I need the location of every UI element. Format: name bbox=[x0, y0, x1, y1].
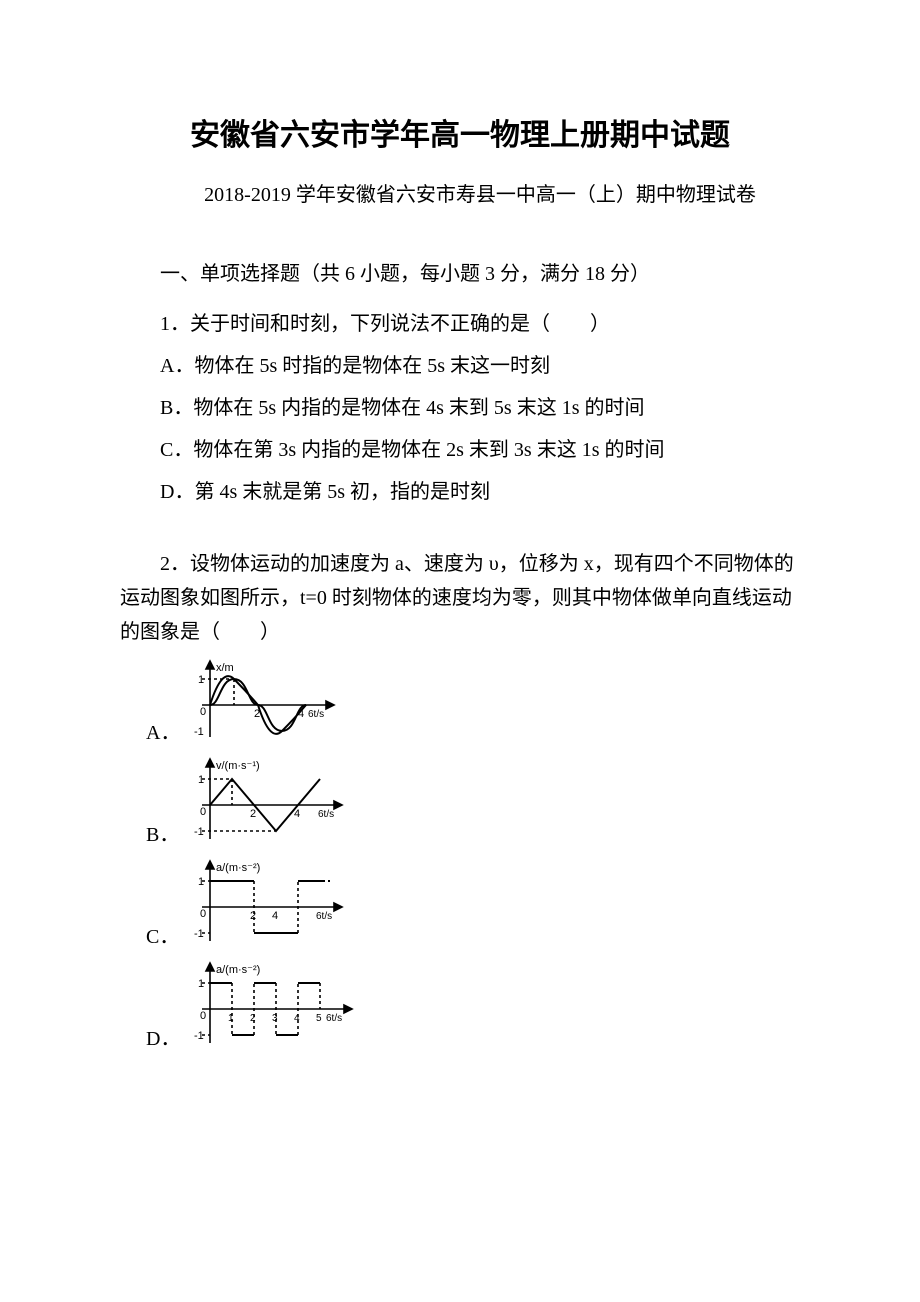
section-header: 一、单项选择题（共 6 小题，每小题 3 分，满分 18 分） bbox=[120, 255, 800, 293]
chart-c-ylabel: a/(m·s⁻²) bbox=[216, 862, 260, 874]
svg-text:4: 4 bbox=[298, 708, 304, 720]
chart-d: a/(m·s⁻²) 1 0 -1 1 2 3 4 5 6t/s bbox=[180, 961, 360, 1057]
svg-text:2: 2 bbox=[250, 808, 256, 820]
q1-option-c: C．物体在第 3s 内指的是物体在 2s 末到 3s 末这 1s 的时间 bbox=[120, 431, 800, 469]
q2-option-d-label: D． bbox=[120, 1022, 180, 1057]
svg-text:1: 1 bbox=[198, 674, 204, 686]
svg-text:-1: -1 bbox=[194, 928, 204, 940]
svg-text:5: 5 bbox=[316, 1013, 322, 1024]
page-subtitle: 2018-2019 学年安徽省六安市寿县一中高一（上）期中物理试卷 bbox=[120, 178, 800, 207]
svg-text:0: 0 bbox=[200, 908, 206, 920]
svg-text:1: 1 bbox=[198, 774, 204, 786]
svg-text:2: 2 bbox=[250, 1013, 256, 1024]
chart-a-ylabel: x/m bbox=[216, 662, 234, 674]
svg-text:1: 1 bbox=[228, 1013, 234, 1024]
svg-text:6t/s: 6t/s bbox=[318, 809, 334, 820]
q2-option-b-label: B． bbox=[120, 818, 180, 853]
q2-stem: 2．设物体运动的加速度为 a、速度为 υ，位移为 x，现有四个不同物体的运动图象… bbox=[120, 547, 800, 649]
svg-text:0: 0 bbox=[200, 1010, 206, 1022]
svg-text:1: 1 bbox=[198, 876, 204, 888]
chart-b-ylabel: v/(m·s⁻¹) bbox=[216, 760, 260, 772]
q2-option-c-label: C． bbox=[120, 920, 180, 955]
q2-option-a-label: A． bbox=[120, 716, 180, 751]
svg-text:3: 3 bbox=[272, 1013, 278, 1024]
q1-option-d: D．第 4s 末就是第 5s 初，指的是时刻 bbox=[120, 473, 800, 511]
q2-option-c-row: C． a/(m·s⁻²) 1 0 -1 2 4 6t/s bbox=[120, 859, 800, 955]
chart-b: v/(m·s⁻¹) 1 0 -1 2 4 6t/s bbox=[180, 757, 350, 853]
svg-text:6t/s: 6t/s bbox=[316, 911, 332, 922]
svg-text:-1: -1 bbox=[194, 826, 204, 838]
q1-option-b: B．物体在 5s 内指的是物体在 4s 末到 5s 末这 1s 的时间 bbox=[120, 389, 800, 427]
q2-option-d-row: D． a/(m·s⁻²) 1 0 -1 1 2 bbox=[120, 961, 800, 1057]
svg-text:4: 4 bbox=[294, 808, 300, 820]
q1-option-a: A．物体在 5s 时指的是物体在 5s 末这一时刻 bbox=[120, 347, 800, 385]
svg-text:0: 0 bbox=[200, 706, 206, 718]
q1-stem: 1．关于时间和时刻，下列说法不正确的是（ ） bbox=[120, 305, 800, 343]
svg-text:-1: -1 bbox=[194, 1030, 204, 1042]
svg-text:0: 0 bbox=[200, 806, 206, 818]
svg-text:1: 1 bbox=[198, 978, 204, 990]
svg-text:2: 2 bbox=[254, 708, 260, 720]
svg-text:4: 4 bbox=[294, 1013, 300, 1024]
svg-text:6t/s: 6t/s bbox=[308, 709, 324, 720]
q2-option-a-row: A． x/m 1 0 -1 2 4 6t/s bbox=[120, 659, 800, 751]
chart-d-ylabel: a/(m·s⁻²) bbox=[216, 964, 260, 976]
svg-text:2: 2 bbox=[250, 910, 256, 922]
svg-text:6t/s: 6t/s bbox=[326, 1013, 342, 1024]
chart-a: x/m 1 0 -1 2 4 6t/s bbox=[180, 659, 340, 751]
q2-option-b-row: B． v/(m·s⁻¹) 1 0 -1 2 4 6t/s bbox=[120, 757, 800, 853]
chart-c: a/(m·s⁻²) 1 0 -1 2 4 6t/s bbox=[180, 859, 350, 955]
svg-text:-1: -1 bbox=[194, 726, 204, 738]
svg-text:4: 4 bbox=[272, 910, 278, 922]
page-title: 安徽省六安市学年高一物理上册期中试题 bbox=[120, 110, 800, 154]
